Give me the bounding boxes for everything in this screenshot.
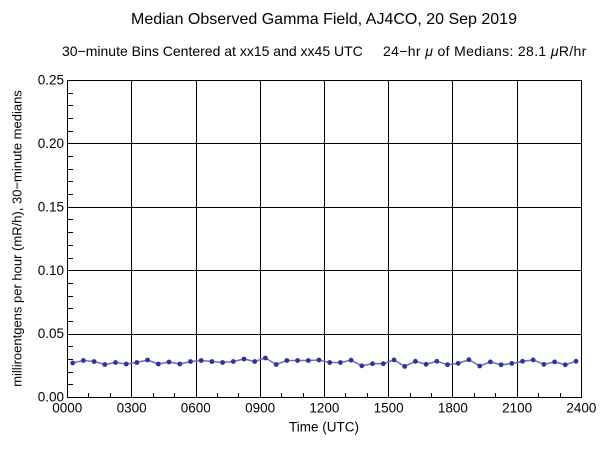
svg-text:0.00: 0.00 — [38, 390, 64, 405]
svg-text:1500: 1500 — [374, 400, 404, 415]
svg-text:0000: 0000 — [52, 400, 82, 415]
svg-text:1800: 1800 — [438, 400, 468, 415]
svg-text:2400: 2400 — [566, 400, 596, 415]
svg-text:0.25: 0.25 — [38, 73, 64, 88]
svg-text:30−minute Bins Centered at xx1: 30−minute Bins Centered at xx15 and xx45… — [62, 43, 363, 59]
svg-text:24−hr μ of Medians: 28.1 μR/hr: 24−hr μ of Medians: 28.1 μR/hr — [383, 43, 587, 59]
svg-text:0.20: 0.20 — [38, 136, 64, 151]
svg-text:0.10: 0.10 — [38, 263, 64, 278]
svg-text:0300: 0300 — [117, 400, 147, 415]
svg-text:0.05: 0.05 — [38, 326, 64, 341]
svg-text:Median Observed Gamma Field, A: Median Observed Gamma Field, AJ4CO, 20 S… — [131, 11, 517, 28]
svg-text:0.15: 0.15 — [38, 199, 64, 214]
svg-text:0900: 0900 — [245, 400, 275, 415]
svg-text:2100: 2100 — [502, 400, 532, 415]
svg-text:0600: 0600 — [181, 400, 211, 415]
svg-text:Time (UTC): Time (UTC) — [289, 419, 359, 434]
svg-text:1200: 1200 — [309, 400, 339, 415]
svg-text:milliroentgens per hour (mR/h): milliroentgens per hour (mR/h), 30−minut… — [10, 90, 25, 387]
